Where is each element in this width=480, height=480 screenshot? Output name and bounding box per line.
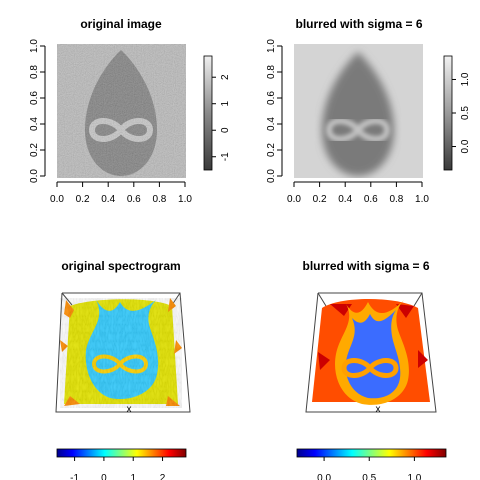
y-axis: 0.0 0.2 0.4 0.6 0.8 1.0 [29,39,46,183]
chart-title: blurred with sigma = 6 [295,17,422,31]
y-tick-label: 0.0 [29,169,40,183]
colorbar-gradient [203,55,213,171]
colorbar-tick-label: -1 [220,152,231,161]
x-axis: 0.0 0.2 0.4 0.6 0.8 1.0 [287,181,429,205]
x-tick-label: 1.0 [178,194,192,205]
y-tick-label: 0.4 [29,117,40,131]
panel-blurred-image: blurred with sigma = 6 0.0 0.2 0.4 0.6 0… [266,17,471,205]
x-ticks [293,182,423,187]
x-tick-label: 0.2 [76,194,90,205]
panel-original-image: original image 0.0 0.2 0.4 0.6 0.8 1.0 [29,17,231,205]
y-tick-label: 0.6 [266,91,277,105]
colorbar-tick-label: 0.0 [460,139,471,153]
x-tick-label: 0.0 [287,194,301,205]
heatmap-area [294,44,423,178]
colorbar: 0.0 0.5 1.0 [443,55,471,171]
drop-shape [322,52,394,176]
chart-title: blurred with sigma = 6 [302,259,429,273]
colorbar-gradient [56,448,187,458]
infinity-ring [325,118,391,142]
y-tick-label: 0.8 [266,65,277,79]
colorbar: 0.0 0.5 1.0 [296,448,447,480]
colorbar-tick-label: 1 [220,101,231,107]
colorbar: -1 0 1 2 [203,55,231,171]
surface [60,298,182,408]
colorbar-tick-label: -1 [70,473,79,480]
axis-label: x [127,404,132,415]
colorbar-tick-label: 2 [160,473,166,480]
y-tick-label: 1.0 [266,39,277,53]
x-tick-label: 1.0 [415,194,429,205]
colorbar-tick-label: 0 [101,473,107,480]
x-tick-label: 0.8 [152,194,166,205]
x-ticks [56,182,186,187]
colorbar-tick-label: 1.0 [460,72,471,86]
y-tick-label: 0.2 [29,143,40,157]
y-tick-label: 0.4 [266,117,277,131]
y-tick-label: 1.0 [29,39,40,53]
colorbar-tick-label: 0.5 [460,106,471,120]
axis-label: x [376,404,381,415]
colorbar-tick-label: 0 [220,127,231,133]
x-tick-label: 0.2 [313,194,327,205]
x-tick-label: 0.4 [101,194,115,205]
panel-original-spectrogram: original spectrogram x -1 0 1 2 [55,259,191,480]
colorbar: -1 0 1 2 [56,448,187,480]
surface [312,299,430,405]
x-tick-label: 0.6 [364,194,378,205]
panel-blurred-spectrogram: blurred with sigma = 6 x 0.0 0.5 1.0 [296,259,447,480]
y-tick-label: 0.8 [29,65,40,79]
colorbar-tick-label: 0.0 [317,473,331,480]
y-tick-label: 0.0 [266,169,277,183]
x-tick-label: 0.6 [127,194,141,205]
x-tick-label: 0.8 [389,194,403,205]
y-tick-label: 0.6 [29,91,40,105]
colorbar-tick-label: 0.5 [362,473,376,480]
x-axis: 0.0 0.2 0.4 0.6 0.8 1.0 [50,181,192,205]
chart-title: original image [80,17,162,31]
colorbar-tick-label: 2 [220,74,231,80]
y-axis: 0.0 0.2 0.4 0.6 0.8 1.0 [266,39,283,183]
y-tick-label: 0.2 [266,143,277,157]
colorbar-tick-label: 1.0 [407,473,421,480]
x-tick-label: 0.4 [338,194,352,205]
x-tick-label: 0.0 [50,194,64,205]
colorbar-tick-label: 1 [130,473,136,480]
colorbar-gradient [443,55,453,171]
heatmap-area [57,44,186,178]
chart-title: original spectrogram [61,259,180,273]
colorbar-gradient [296,448,447,458]
bounding-box [305,292,437,413]
